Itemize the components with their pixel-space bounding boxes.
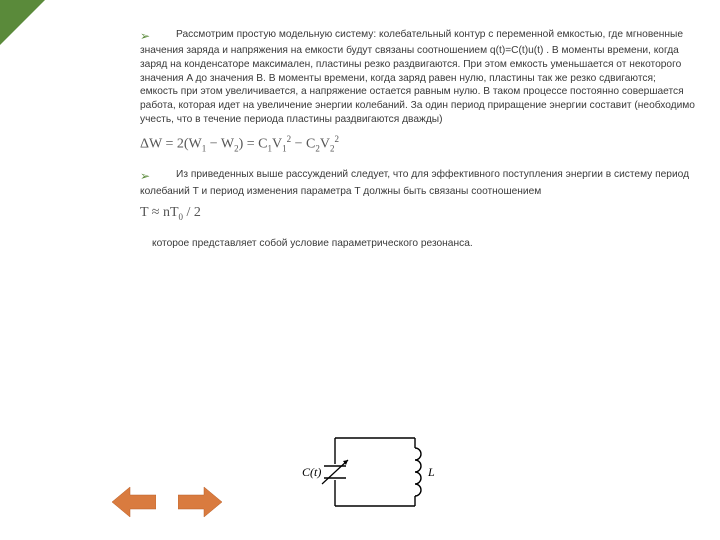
next-slide-button[interactable] bbox=[178, 485, 222, 524]
paragraph-1-text: Рассмотрим простую модельную систему: ко… bbox=[140, 29, 695, 125]
svg-text:C(t): C(t) bbox=[302, 465, 321, 479]
prev-slide-button[interactable] bbox=[112, 485, 156, 524]
paragraph-3: которое представляет собой условие парам… bbox=[140, 237, 695, 251]
paragraph-2-text: Из приведенных выше рассуждений следует,… bbox=[140, 169, 689, 196]
arrow-left-icon bbox=[112, 485, 156, 519]
slide-content: ➢Рассмотрим простую модельную систему: к… bbox=[140, 28, 695, 257]
formula-period: T ≈ nT0 / 2 bbox=[140, 204, 695, 223]
paragraph-3-text: которое представляет собой условие парам… bbox=[152, 238, 473, 249]
circuit-diagram: C(t) L bbox=[300, 426, 450, 518]
bullet-icon: ➢ bbox=[140, 28, 158, 44]
svg-text:L: L bbox=[427, 465, 435, 479]
arrow-right-icon bbox=[178, 485, 222, 519]
bullet-icon: ➢ bbox=[140, 168, 158, 184]
formula-energy: ΔW = 2(W1 − W2) = C1V12 − C2V22 bbox=[140, 133, 695, 155]
paragraph-2: ➢Из приведенных выше рассуждений следует… bbox=[140, 168, 695, 198]
corner-accent bbox=[0, 0, 45, 45]
paragraph-1: ➢Рассмотрим простую модельную систему: к… bbox=[140, 28, 695, 127]
